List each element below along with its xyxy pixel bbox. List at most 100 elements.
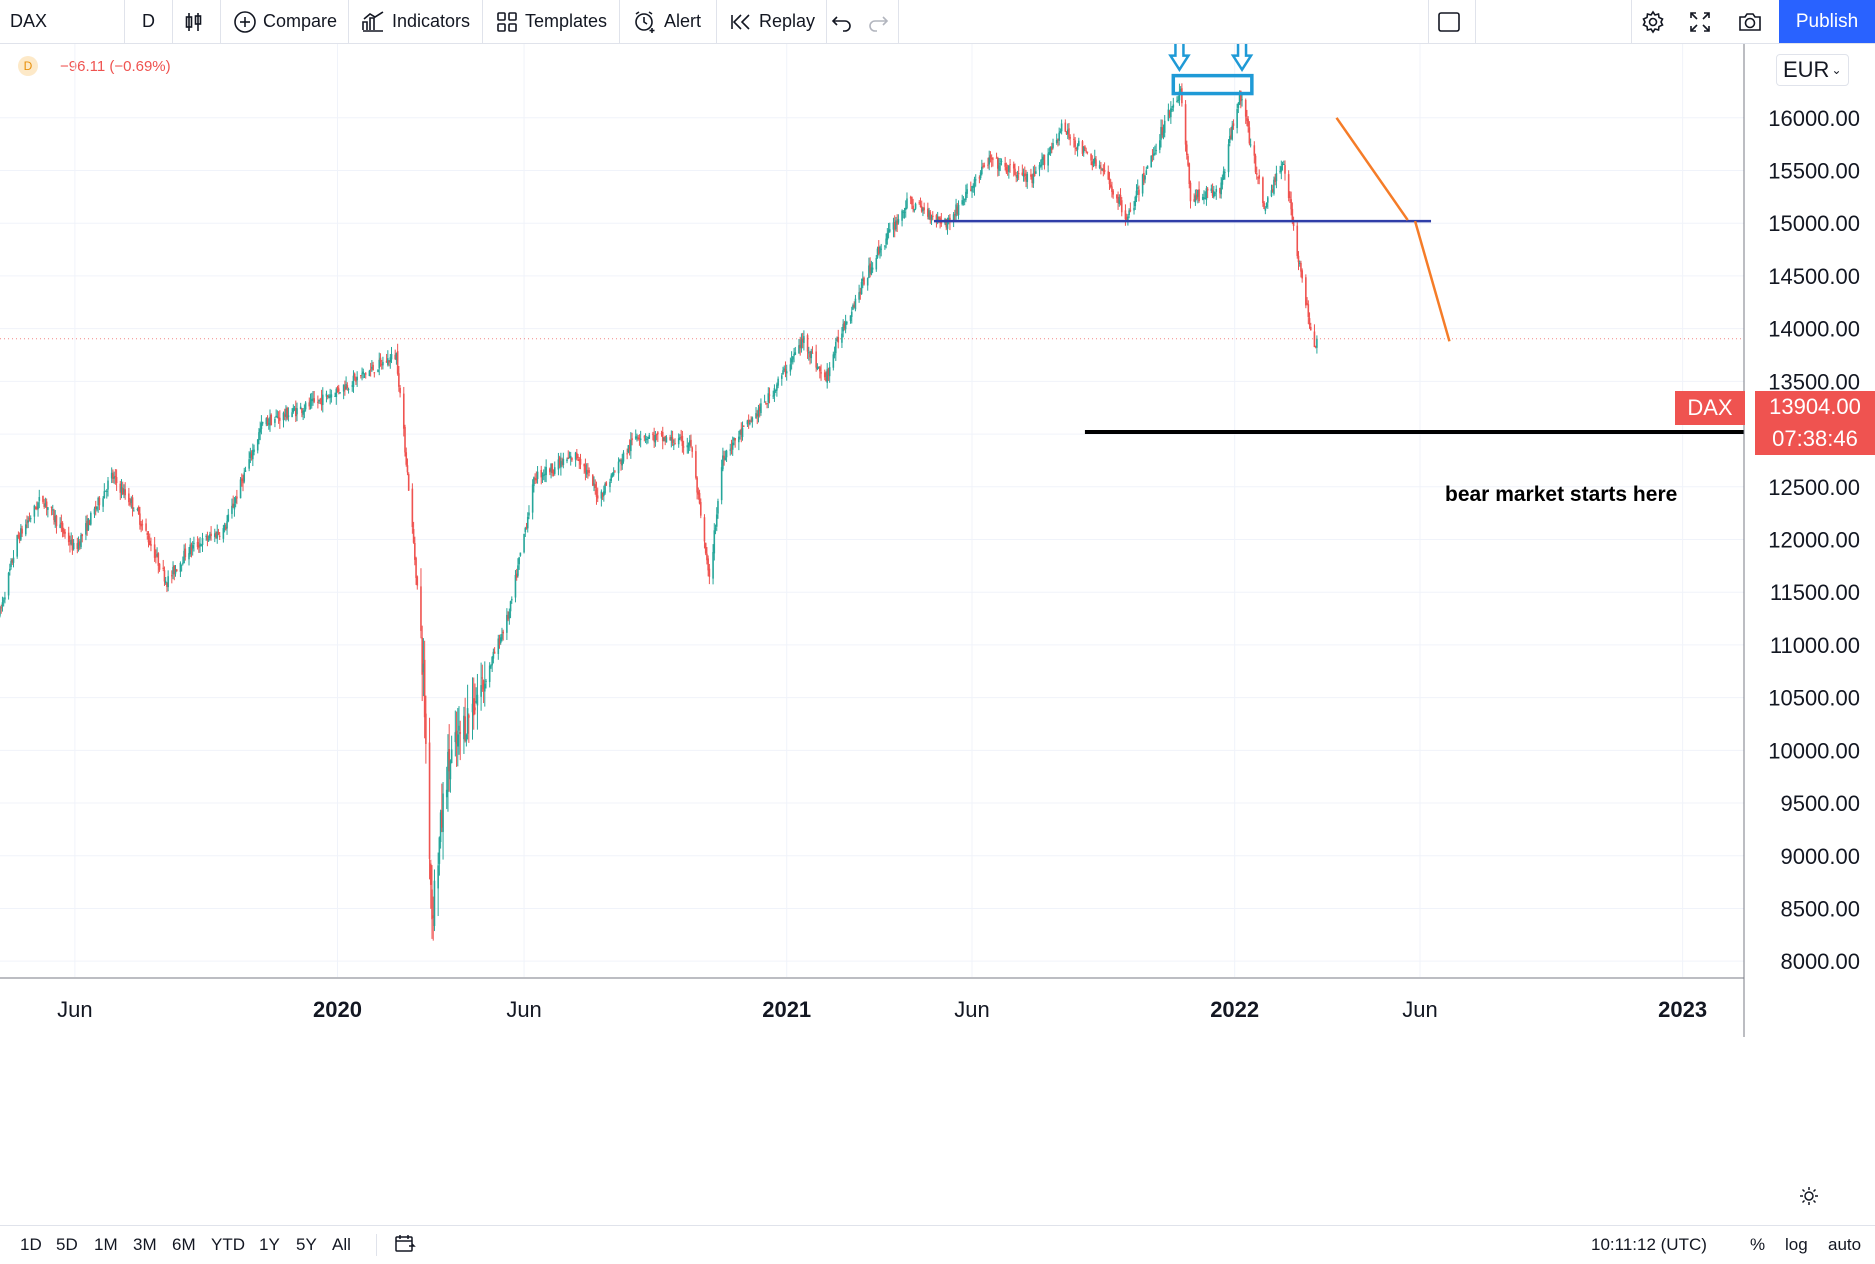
range-ytd[interactable]: YTD bbox=[211, 1235, 245, 1254]
range-1m[interactable]: 1M bbox=[94, 1235, 118, 1254]
range-all[interactable]: All bbox=[332, 1235, 351, 1254]
range-1d[interactable]: 1D bbox=[20, 1235, 42, 1254]
auto-toggle[interactable]: auto bbox=[1828, 1235, 1862, 1254]
candle-body bbox=[1043, 154, 1046, 165]
candle-body bbox=[871, 267, 874, 270]
candle-body bbox=[638, 438, 641, 440]
candle-body bbox=[670, 436, 673, 441]
candle-body bbox=[1033, 171, 1036, 176]
symbol-search[interactable]: DAX bbox=[0, 0, 125, 43]
fullscreen-button[interactable] bbox=[1679, 0, 1727, 43]
candle-body bbox=[1092, 161, 1095, 164]
settings-button[interactable] bbox=[1631, 0, 1679, 43]
indicators-button[interactable]: Indicators bbox=[349, 0, 483, 43]
candle-body bbox=[265, 418, 268, 425]
log-toggle[interactable]: log bbox=[1785, 1235, 1808, 1254]
candle-body bbox=[292, 407, 295, 413]
layout-button[interactable] bbox=[1428, 0, 1476, 43]
candle-body bbox=[1275, 173, 1278, 182]
range-6m[interactable]: 6M bbox=[172, 1235, 196, 1254]
range-1y[interactable]: 1Y bbox=[259, 1235, 280, 1254]
candle-body bbox=[261, 422, 264, 424]
candle-body bbox=[1012, 164, 1015, 169]
candle-body bbox=[20, 528, 22, 540]
candle-body bbox=[1066, 129, 1069, 135]
redo-button[interactable] bbox=[863, 0, 899, 43]
replay-label: Replay bbox=[759, 11, 816, 31]
candle-body bbox=[664, 435, 666, 442]
currency-selector[interactable]: EUR ⌄ bbox=[1776, 54, 1849, 86]
candle-body bbox=[71, 539, 74, 551]
candle-body bbox=[612, 472, 615, 476]
candle-body bbox=[344, 386, 346, 391]
candle-body bbox=[765, 403, 767, 405]
candle-body bbox=[893, 222, 896, 230]
candle-body bbox=[945, 219, 948, 228]
candle-body bbox=[639, 438, 642, 441]
range-5y[interactable]: 5Y bbox=[296, 1235, 317, 1254]
price-chart[interactable]: 16000.00 15500.00 15000.00 14500.00 14000.00… bbox=[0, 44, 1875, 1225]
percent-toggle[interactable]: % bbox=[1750, 1235, 1766, 1254]
candle-body bbox=[353, 373, 356, 378]
candle-body bbox=[1244, 99, 1247, 117]
candle-body bbox=[877, 246, 880, 254]
candle-body bbox=[162, 567, 165, 569]
candle-body bbox=[319, 398, 322, 400]
chart-type-button[interactable] bbox=[173, 0, 221, 43]
candle-body bbox=[799, 344, 802, 349]
redo-icon bbox=[865, 9, 891, 35]
publish-button[interactable]: Publish bbox=[1779, 0, 1875, 43]
candle-body bbox=[28, 518, 31, 520]
candle-body bbox=[729, 449, 732, 451]
price-tick-label: 15500.00 bbox=[1768, 159, 1860, 184]
candle-body bbox=[853, 305, 856, 308]
candle-body bbox=[441, 810, 443, 828]
compare-button[interactable]: Compare bbox=[221, 0, 349, 43]
alert-button[interactable]: Alert bbox=[620, 0, 717, 43]
candle-body bbox=[1306, 303, 1308, 305]
candle-body bbox=[321, 394, 324, 405]
candle-body bbox=[1264, 208, 1267, 211]
candle-body bbox=[1057, 138, 1059, 140]
templates-button[interactable]: Templates bbox=[483, 0, 620, 43]
candle-body bbox=[0, 608, 1, 616]
candle-body bbox=[1240, 91, 1242, 102]
axis-settings-button[interactable] bbox=[1796, 1185, 1822, 1211]
replay-button[interactable]: Replay bbox=[717, 0, 827, 43]
candle-body bbox=[259, 428, 261, 433]
candle-body bbox=[936, 216, 939, 221]
candle-body bbox=[749, 422, 751, 425]
candle-body bbox=[909, 196, 912, 199]
top-toolbar: DAX D Compare Indicators Templates Alert bbox=[0, 0, 1875, 44]
candle-body bbox=[223, 525, 226, 530]
range-5d[interactable]: 5D bbox=[56, 1235, 78, 1254]
candle-body bbox=[179, 562, 182, 572]
candle-body bbox=[725, 450, 728, 458]
candle-body bbox=[826, 369, 829, 383]
candle-series bbox=[0, 83, 1318, 941]
go-to-date-button[interactable] bbox=[394, 1226, 416, 1264]
range-3m[interactable]: 3M bbox=[133, 1235, 157, 1254]
candle-body bbox=[97, 497, 99, 506]
time-tick-label: 2021 bbox=[762, 997, 811, 1022]
candle-body bbox=[1125, 217, 1128, 220]
candle-body bbox=[12, 557, 15, 563]
candle-body bbox=[739, 430, 741, 435]
undo-button[interactable] bbox=[827, 0, 863, 43]
candle-body bbox=[166, 582, 168, 587]
interval-button[interactable]: D bbox=[125, 0, 173, 43]
snapshot-button[interactable] bbox=[1727, 0, 1779, 43]
candle-body bbox=[80, 535, 82, 548]
candle-body bbox=[183, 550, 185, 564]
candle-body bbox=[1284, 165, 1286, 174]
candle-body bbox=[823, 372, 826, 378]
candle-body bbox=[1195, 194, 1198, 199]
candle-body bbox=[897, 219, 900, 223]
candle-body bbox=[979, 172, 982, 179]
candle-body bbox=[337, 388, 340, 392]
candle-body bbox=[50, 506, 53, 509]
utc-clock[interactable]: 10:11:12 (UTC) bbox=[1591, 1235, 1707, 1254]
candle-body bbox=[614, 471, 616, 473]
candle-body bbox=[442, 793, 444, 832]
projection-line bbox=[1335, 117, 1409, 221]
